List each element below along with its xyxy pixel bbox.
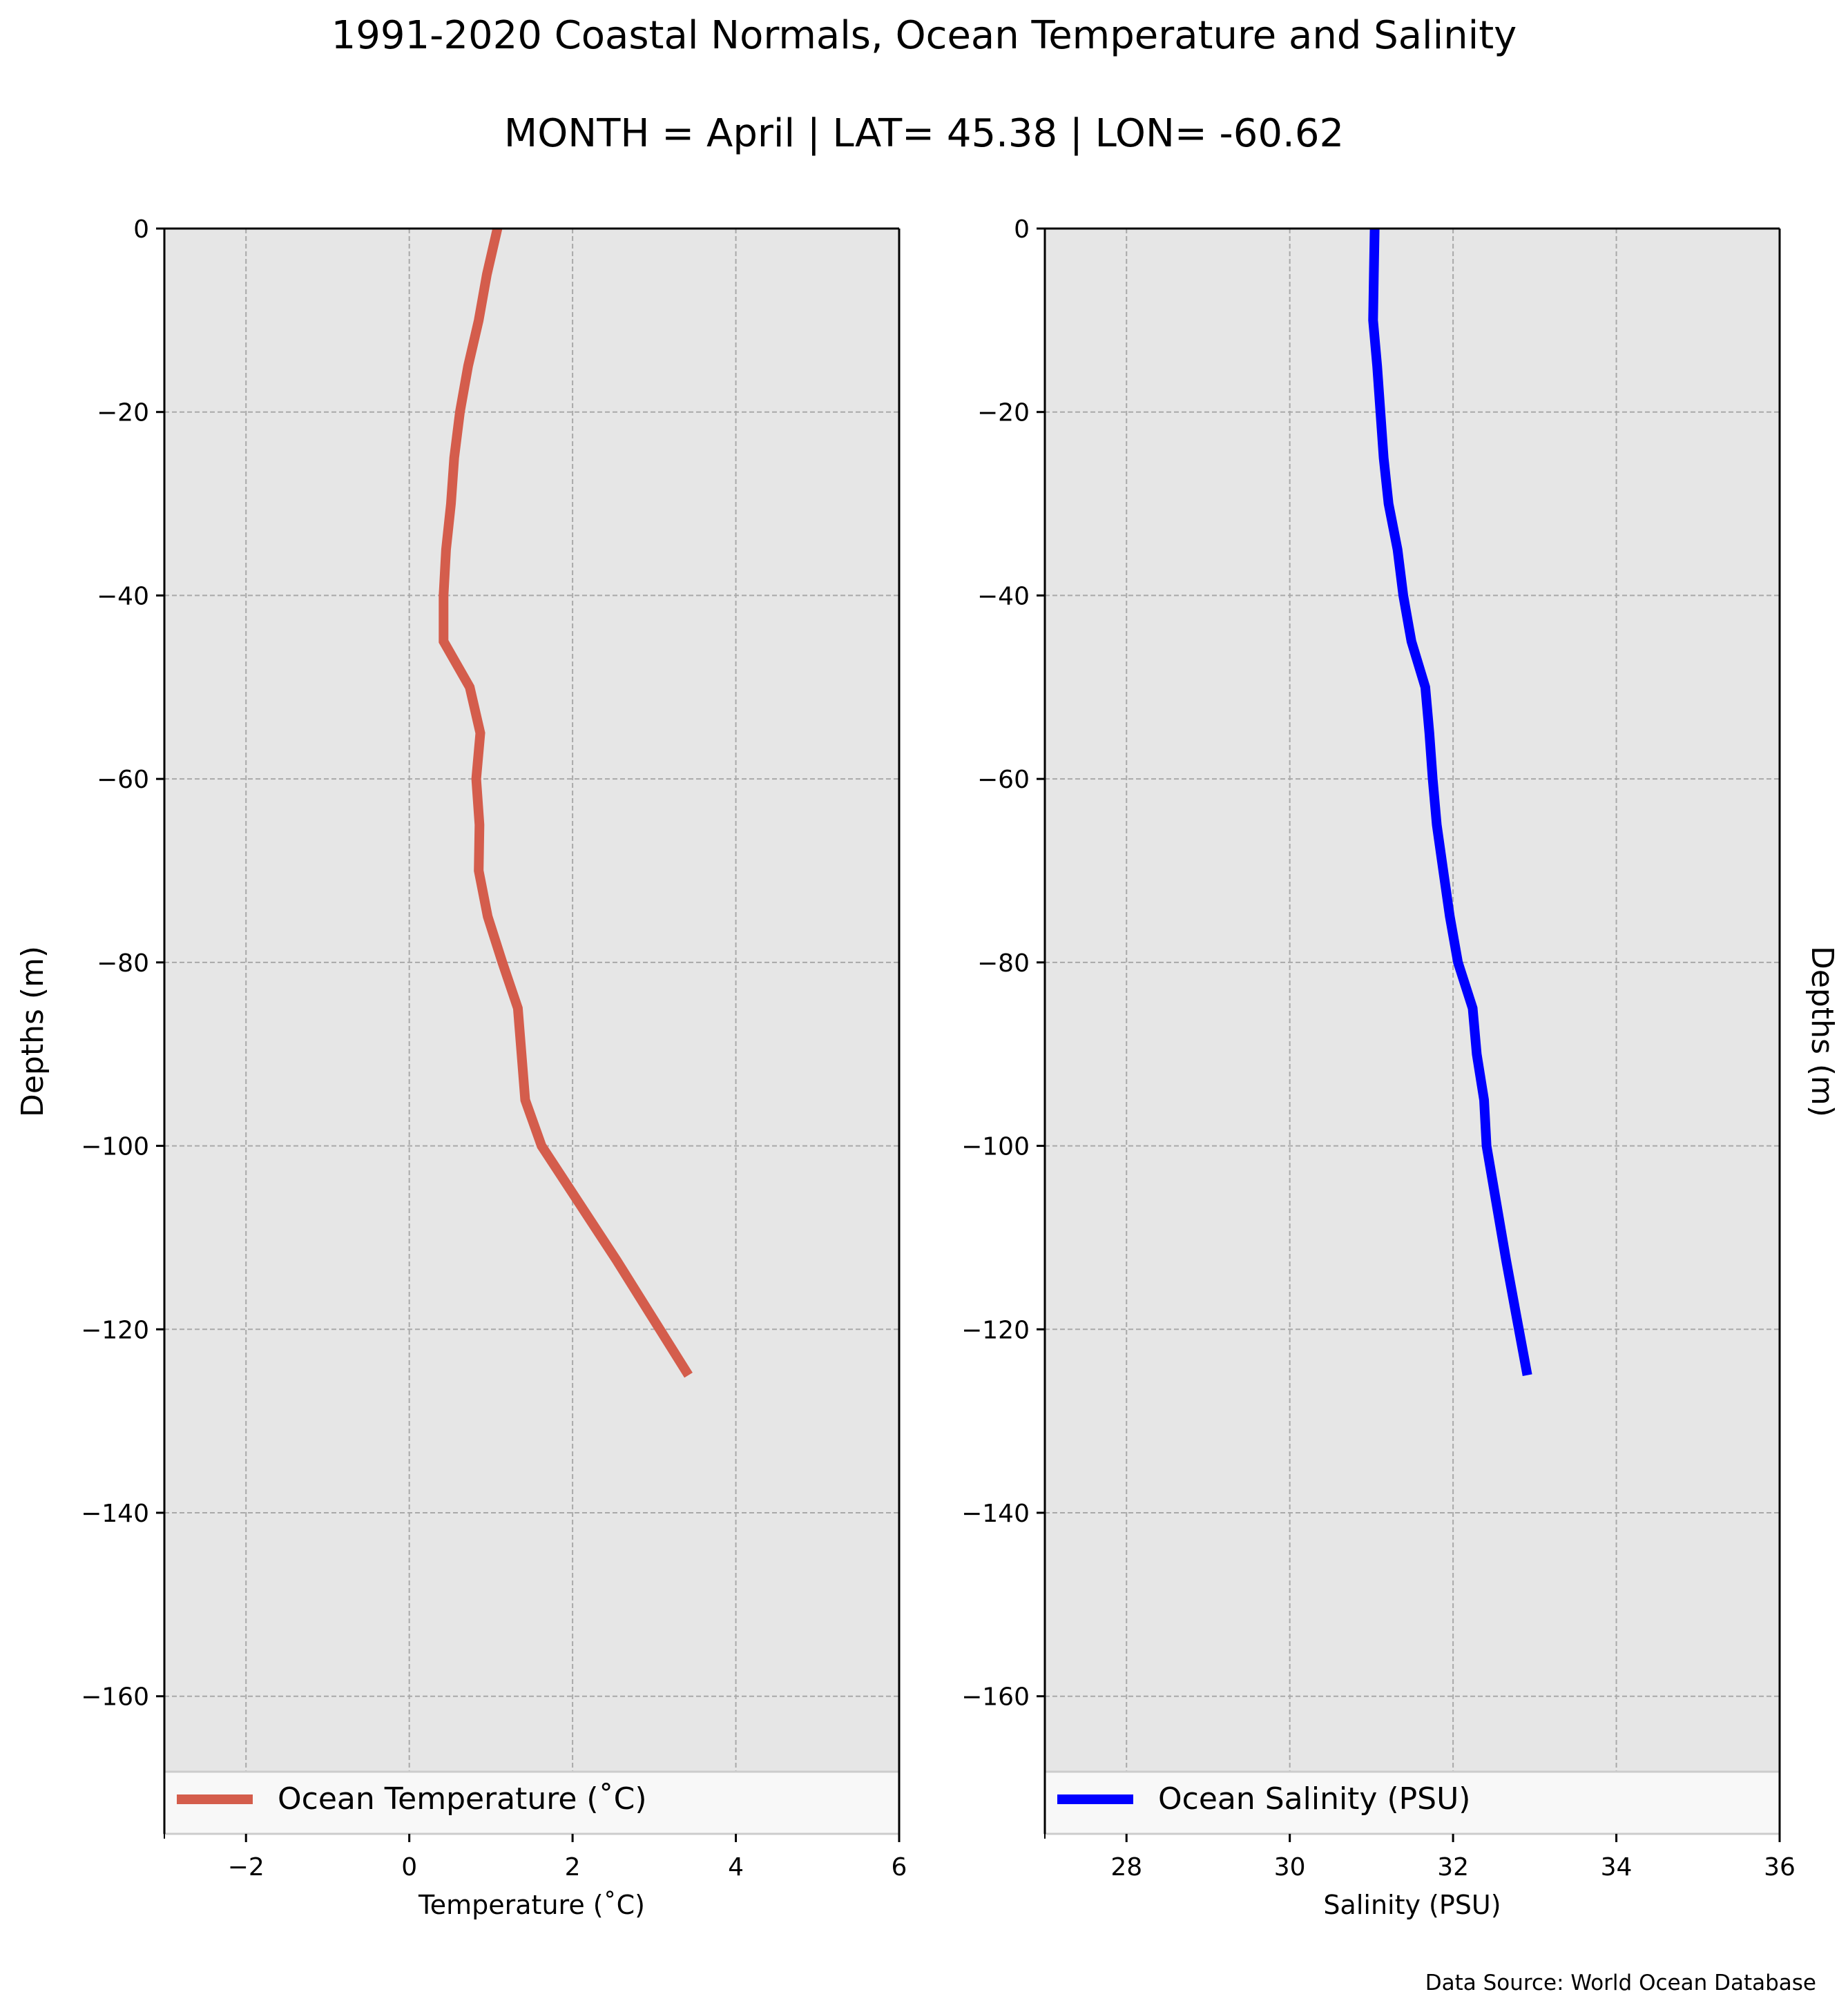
temperature-y-tick-label: 0 <box>133 215 149 244</box>
temperature-y-tick-label: −20 <box>97 399 149 427</box>
salinity-axes-frame <box>1043 227 1781 1834</box>
temperature-x-ticks: −2 0 2 4 6 <box>164 1834 907 1881</box>
temperature-y-tick-label: −140 <box>81 1500 149 1528</box>
figure-title: 1991-2020 Coastal Normals, Ocean Tempera… <box>331 13 1517 58</box>
temperature-y-ticks: 0 −20 −40 −60 −80 −100 −120 −140 −160 <box>81 215 164 1712</box>
salinity-x-tick-label: 30 <box>1274 1853 1306 1881</box>
temperature-x-tick-label: −2 <box>228 1853 264 1881</box>
temperature-y-tick-label: −100 <box>81 1133 149 1161</box>
temperature-y-tick-label: −40 <box>97 582 149 610</box>
temperature-x-tick-label: 2 <box>565 1853 581 1881</box>
temperature-panel: Ocean Temperature (˚C) 0−20−40−60−80−100… <box>15 215 907 1920</box>
temperature-plot-area <box>164 229 899 1834</box>
salinity-x-tick-label: 32 <box>1437 1853 1469 1881</box>
salinity-series-line <box>1368 228 1532 1376</box>
temperature-x-tick-label: 4 <box>728 1853 744 1881</box>
salinity-y-tick-label: −60 <box>977 766 1030 794</box>
temperature-x-tick-label: 6 <box>892 1853 907 1881</box>
temperature-x-tick-label: 0 <box>401 1853 417 1881</box>
salinity-y-tick-label: −20 <box>977 399 1030 427</box>
salinity-y-tick-label: −100 <box>961 1133 1030 1161</box>
temperature-y-tick-label: −160 <box>81 1683 149 1712</box>
salinity-x-tick-label: 34 <box>1601 1853 1633 1881</box>
salinity-y-tick-label: −140 <box>961 1500 1030 1528</box>
salinity-y-tick-label: −120 <box>961 1316 1030 1344</box>
salinity-panel: Ocean Salinity (PSU) 0 −20 −40 −60 −80 −100 −1… <box>961 215 1840 1920</box>
salinity-series-layer <box>1368 228 1532 1376</box>
temperature-gridlines <box>164 229 899 1834</box>
temperature-legend-label: Ocean Temperature (˚C) <box>278 1781 647 1817</box>
figure-subtitle: MONTH = April | LAT= 45.38 | LON= -60.62 <box>504 111 1344 156</box>
temperature-x-axis-label: Temperature (˚C) <box>418 1890 645 1920</box>
temperature-series-layer <box>439 227 693 1378</box>
salinity-y-tick-label: 0 <box>1014 215 1030 244</box>
salinity-gridlines <box>1045 229 1780 1834</box>
salinity-y-tick-label: −40 <box>977 582 1030 610</box>
salinity-y-tick-label: −80 <box>977 949 1030 978</box>
salinity-legend-label: Ocean Salinity (PSU) <box>1158 1781 1470 1817</box>
salinity-y-tick-label: −160 <box>961 1683 1030 1712</box>
temperature-y-tick-label: −60 <box>97 766 149 794</box>
salinity-x-axis-label: Salinity (PSU) <box>1323 1890 1501 1920</box>
salinity-y-axis-label: Depths (m) <box>1804 946 1840 1117</box>
salinity-x-ticks: 28 30 32 34 36 <box>1044 1834 1796 1881</box>
salinity-x-tick-label: 28 <box>1110 1853 1142 1881</box>
salinity-y-ticks: 0 −20 −40 −60 −80 −100 −120 −140 −160 <box>961 215 1045 1712</box>
temperature-axes-frame <box>163 227 901 1834</box>
temperature-legend-box <box>163 1770 901 1835</box>
temperature-y-axis-label: Depths (m) <box>15 946 50 1117</box>
temperature-series-line <box>439 227 693 1378</box>
temperature-y-tick-label: −80 <box>97 949 149 978</box>
salinity-x-tick-label: 36 <box>1764 1853 1796 1881</box>
salinity-plot-area <box>1045 229 1780 1834</box>
salinity-legend: Ocean Salinity (PSU) <box>1043 1770 1781 1835</box>
temperature-y-tick-label: −120 <box>81 1316 149 1344</box>
temperature-legend: Ocean Temperature (˚C) <box>163 1770 901 1835</box>
data-source-note: Data Source: World Ocean Database <box>1425 1971 1816 1995</box>
